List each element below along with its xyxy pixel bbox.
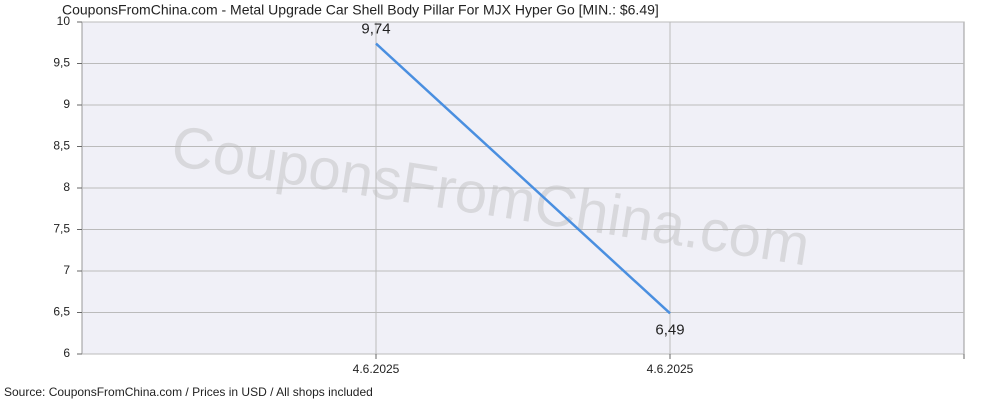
y-tick-label: 6 <box>63 346 70 360</box>
y-tick-label: 10 <box>57 14 71 28</box>
x-tick-label: 4.6.2025 <box>353 362 400 376</box>
y-tick-label: 9 <box>63 97 70 111</box>
y-tick-label: 8 <box>63 180 70 194</box>
y-tick-label: 7 <box>63 263 70 277</box>
value-label: 6,49 <box>655 321 684 338</box>
y-tick-label: 8,5 <box>53 139 70 153</box>
x-tick-label: 4.6.2025 <box>647 362 694 376</box>
y-tick-label: 9,5 <box>53 56 70 70</box>
y-tick-label: 7,5 <box>53 222 70 236</box>
chart-title: CouponsFromChina.com - Metal Upgrade Car… <box>62 2 659 18</box>
series-line <box>375 42 671 315</box>
footer: Source: CouponsFromChina.com / Prices in… <box>4 385 373 399</box>
y-tick-label: 6,5 <box>53 305 70 319</box>
value-label: 9,74 <box>361 21 390 38</box>
